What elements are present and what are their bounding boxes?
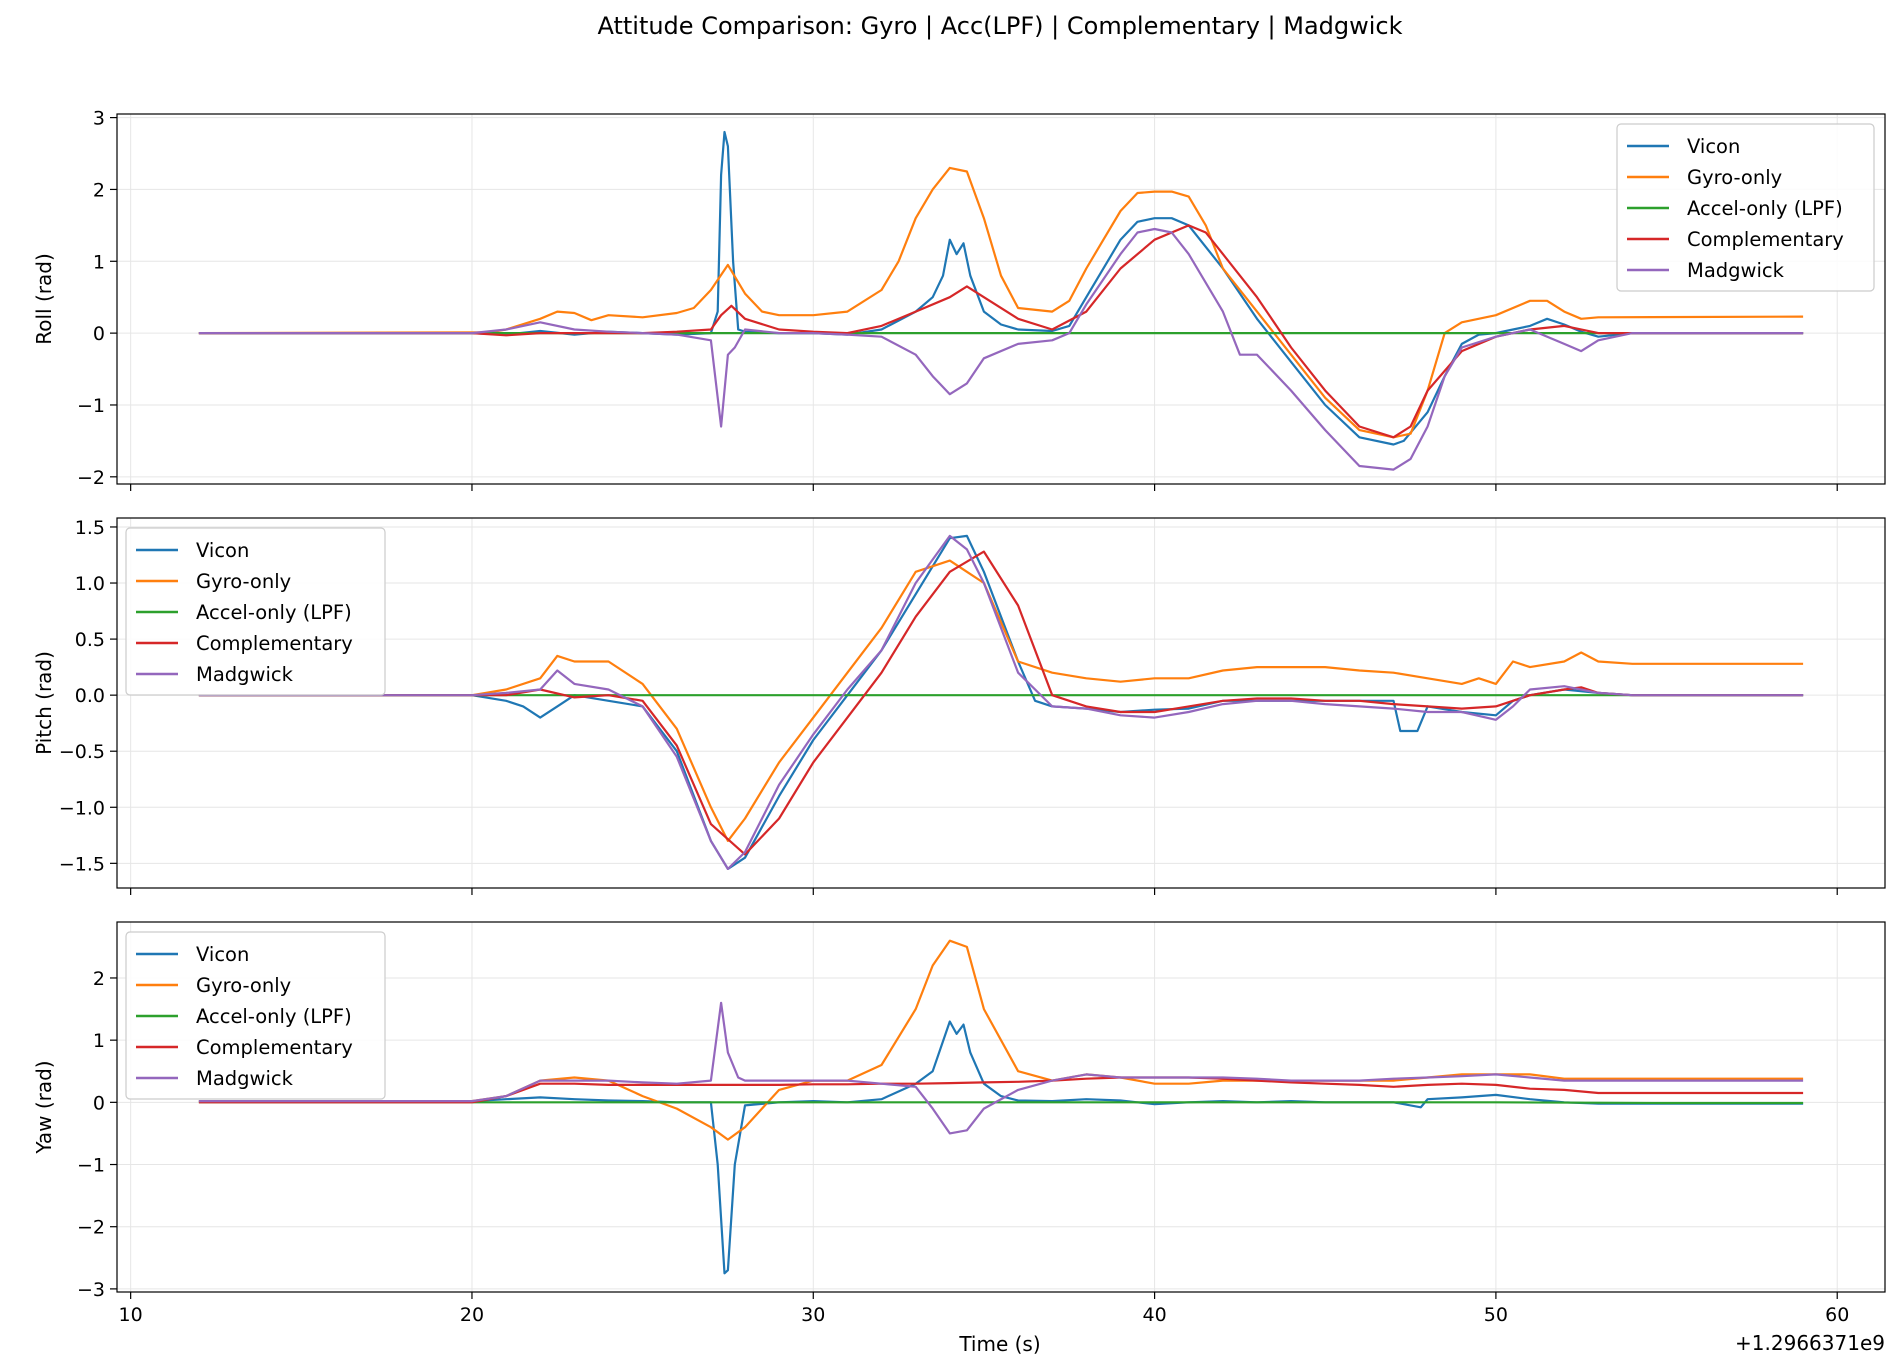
- y-tick-label: 1.5: [75, 517, 105, 539]
- series-line-madgwick: [198, 227, 1804, 471]
- legend: Vicon Gyro-only Accel-only (LPF) Complement…: [125, 931, 386, 1100]
- y-tick-label: −2: [77, 1217, 105, 1239]
- legend-label: Gyro-only: [196, 570, 291, 593]
- y-tick-label: −1: [77, 1155, 105, 1177]
- legend-label: Accel-only (LPF): [196, 601, 352, 624]
- legend-label: Madgwick: [1687, 259, 1785, 282]
- series-line-gyro-only: [198, 166, 1804, 439]
- y-tick-label: 0.0: [75, 685, 105, 707]
- x-tick-label: 10: [119, 1304, 143, 1326]
- y-tick-label: −1.0: [59, 797, 105, 819]
- legend: Vicon Gyro-only Accel-only (LPF) Complement…: [1616, 123, 1875, 292]
- series-group: [198, 939, 1804, 1275]
- y-axis-label: Pitch (rad): [32, 651, 56, 755]
- y-tick-label: −2: [77, 467, 105, 489]
- legend-label: Madgwick: [196, 1067, 294, 1090]
- x-axis-label: Time (s): [958, 1332, 1040, 1356]
- y-tick-label: 3: [93, 108, 105, 130]
- legend-label: Gyro-only: [1687, 166, 1782, 189]
- y-tick-label: 2: [93, 968, 105, 990]
- y-tick-label: 1: [93, 1030, 105, 1052]
- y-tick-label: 0: [93, 1092, 105, 1114]
- legend-label: Accel-only (LPF): [196, 1005, 352, 1028]
- y-tick-label: −1.5: [59, 853, 105, 875]
- legend: Vicon Gyro-only Accel-only (LPF) Complement…: [125, 527, 386, 696]
- y-tick-label: −3: [77, 1279, 105, 1301]
- axes-frame: [116, 113, 1886, 485]
- series-group: [198, 534, 1804, 870]
- legend-label: Vicon: [196, 539, 249, 562]
- legend-label: Vicon: [1687, 135, 1740, 158]
- subplot-pitch: −1.5 −1.0 −0.5 0.0 0.5 1.0 1.5 Pitch (rad) Vicon…: [32, 517, 1886, 895]
- y-tick-label: 1.0: [75, 573, 105, 595]
- y-tick-label: 0: [93, 323, 105, 345]
- y-tick-label: 2: [93, 179, 105, 201]
- series-line-complementary: [198, 1076, 1804, 1104]
- series-line-vicon: [198, 1020, 1804, 1275]
- legend-label: Complementary: [196, 632, 353, 655]
- legend-frame: [1616, 123, 1875, 292]
- series-line-complementary: [198, 550, 1804, 856]
- legend-frame: [125, 931, 386, 1100]
- axes-frame: [116, 921, 1886, 1293]
- subplot-yaw: 10 20 30 40 50 60 −3 −2 −1 0 1 2 Yaw (rad) Vicon Gyro-…: [32, 921, 1886, 1326]
- legend-label: Complementary: [1687, 228, 1844, 251]
- series-line-complementary: [198, 224, 1804, 439]
- y-tick-label: 0.5: [75, 629, 105, 651]
- x-axis-offset-label: +1.2966371e9: [1735, 1331, 1885, 1355]
- subplot-roll: −2 −1 0 1 2 3 Roll (rad) Vicon Gyro-only Accel-on…: [32, 108, 1886, 491]
- series-line-madgwick: [198, 534, 1804, 870]
- legend-frame: [125, 527, 386, 696]
- legend-label: Vicon: [196, 943, 249, 966]
- series-group: [198, 130, 1804, 471]
- y-tick-label: −0.5: [59, 741, 105, 763]
- series-line-vicon: [198, 534, 1804, 870]
- series-line-gyro-only: [198, 559, 1804, 842]
- axes-frame: [116, 517, 1886, 889]
- y-axis-label: Roll (rad): [32, 253, 56, 344]
- series-line-madgwick: [198, 1001, 1804, 1135]
- x-tick-label: 30: [801, 1304, 825, 1326]
- x-tick-label: 60: [1825, 1304, 1849, 1326]
- legend-label: Madgwick: [196, 663, 294, 686]
- x-tick-label: 50: [1484, 1304, 1508, 1326]
- legend-label: Complementary: [196, 1036, 353, 1059]
- chart-title: Attitude Comparison: Gyro | Acc(LPF) | C…: [597, 12, 1402, 40]
- x-tick-label: 20: [460, 1304, 484, 1326]
- x-tick-label: 40: [1142, 1304, 1166, 1326]
- y-axis-label: Yaw (rad): [32, 1060, 56, 1154]
- y-tick-label: −1: [77, 395, 105, 417]
- legend-label: Accel-only (LPF): [1687, 197, 1843, 220]
- y-tick-label: 1: [93, 251, 105, 273]
- legend-label: Gyro-only: [196, 974, 291, 997]
- series-line-vicon: [198, 130, 1804, 446]
